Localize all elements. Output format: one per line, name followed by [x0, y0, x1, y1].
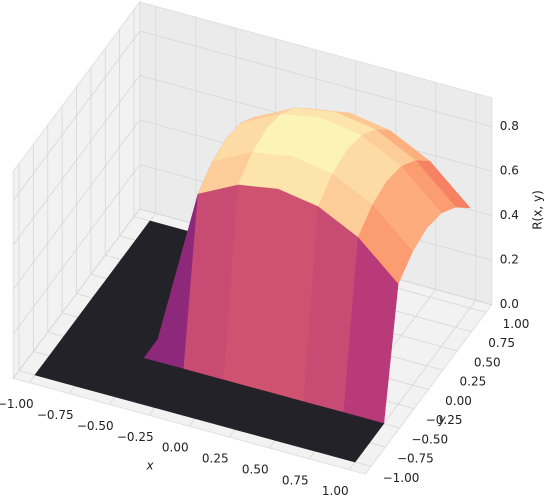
y-tick-label: −0.25 — [426, 413, 463, 427]
y-tick-label: 0.75 — [488, 336, 515, 350]
x-tick-label: 0.75 — [282, 473, 309, 487]
z-tick-label: 0.6 — [500, 164, 519, 178]
y-tick-label: −0.50 — [411, 432, 448, 446]
y-tick-label: 0.50 — [474, 355, 501, 369]
x-tick-label: 0.00 — [162, 441, 189, 455]
x-tick-label: −0.75 — [37, 408, 74, 422]
z-tick-label: 0.8 — [500, 119, 519, 133]
y-tick-label: 1.00 — [503, 317, 530, 331]
y-tick-label: 0.25 — [460, 375, 487, 389]
z-tick-label: 0.4 — [500, 208, 519, 222]
x-tick-label: 1.00 — [322, 484, 349, 498]
z-tick-label: 0.0 — [500, 297, 519, 311]
grid-line — [12, 119, 141, 290]
y-tick-label: −0.75 — [397, 452, 434, 466]
x-tick-label: 0.50 — [242, 462, 269, 476]
grid-line — [12, 75, 141, 246]
x-tick-label: −0.50 — [77, 419, 114, 433]
grid-line — [139, 30, 492, 128]
x-tick-label: 0.25 — [202, 452, 229, 466]
y-tick-label: −1.00 — [383, 471, 420, 485]
y-tick-label: 0.00 — [445, 394, 472, 408]
x-axis-label: x — [145, 459, 154, 473]
x-tick-label: −1.00 — [0, 397, 34, 411]
surface — [34, 107, 471, 463]
z-axis-label: R(x, y) — [531, 190, 545, 230]
y-axis-label: y — [437, 413, 446, 427]
grid-line — [12, 164, 141, 335]
surface-patch — [314, 431, 370, 463]
grid-line — [12, 208, 141, 379]
grid-line — [12, 30, 141, 201]
z-tick-label: 0.2 — [500, 253, 519, 267]
labels: x y R(x, y) −1.00−0.75−0.50−0.250.000.25… — [0, 119, 545, 498]
x-tick-label: −0.25 — [117, 430, 154, 444]
